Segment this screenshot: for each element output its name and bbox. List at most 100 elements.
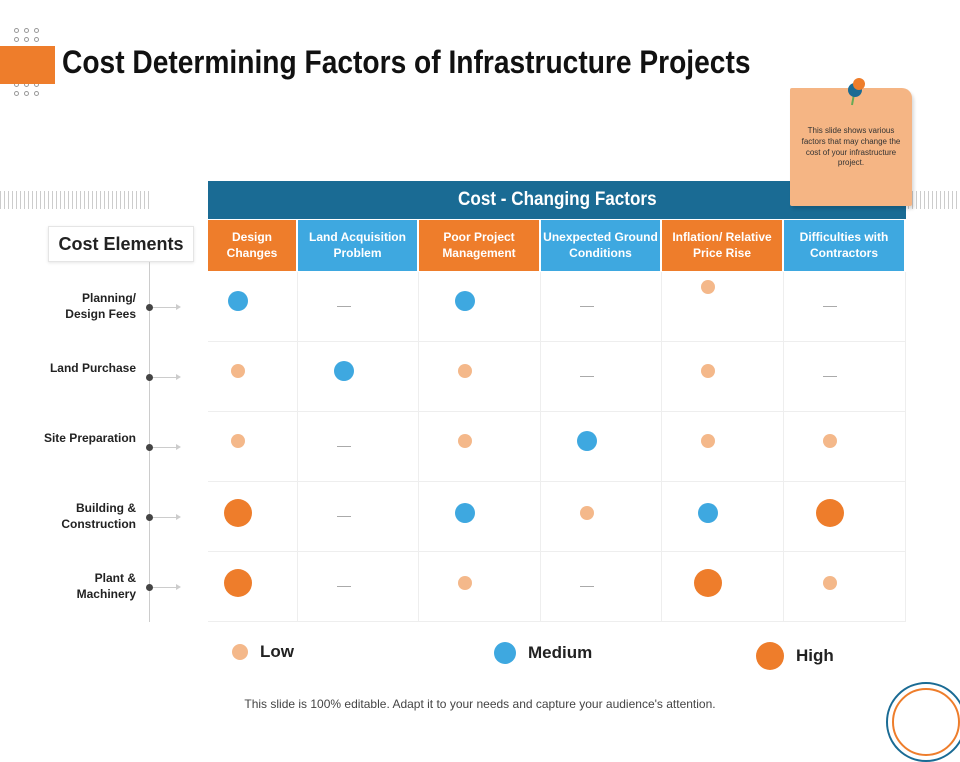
no-impact-dash bbox=[823, 376, 837, 377]
matrix-cell bbox=[784, 412, 906, 482]
high-impact-dot bbox=[694, 569, 722, 597]
no-impact-dash bbox=[336, 516, 351, 517]
title-accent-bar bbox=[0, 46, 55, 84]
low-impact-dot bbox=[823, 576, 837, 590]
high-impact-dot bbox=[816, 499, 844, 527]
row-arrow-icon bbox=[153, 374, 181, 380]
low-impact-dot bbox=[701, 364, 715, 378]
row-arrow-icon bbox=[153, 444, 181, 450]
matrix-cell bbox=[784, 552, 906, 622]
low-impact-dot bbox=[579, 506, 594, 520]
no-impact-dash bbox=[579, 586, 594, 587]
medium-impact-dot bbox=[698, 503, 718, 523]
matrix-cell bbox=[662, 342, 784, 412]
low-impact-dot bbox=[458, 434, 472, 448]
matrix-cell bbox=[298, 412, 419, 482]
legend-low-label: Low bbox=[260, 642, 294, 661]
row-arrow-icon bbox=[153, 304, 181, 310]
legend-low: Low bbox=[232, 642, 294, 662]
row-marker bbox=[146, 374, 153, 381]
matrix-cell bbox=[541, 412, 662, 482]
matrix-cell bbox=[419, 412, 541, 482]
matrix-cell bbox=[784, 342, 906, 412]
high-impact-dot bbox=[224, 499, 252, 527]
matrix-cell bbox=[662, 482, 784, 552]
row-marker bbox=[146, 444, 153, 451]
row-axis-line bbox=[149, 262, 150, 622]
matrix-cell bbox=[208, 552, 298, 622]
row-marker bbox=[146, 514, 153, 521]
matrix-cell bbox=[662, 412, 784, 482]
row-label: Site Preparation bbox=[43, 431, 136, 445]
matrix-cell bbox=[662, 272, 784, 342]
matrix-cell bbox=[419, 342, 541, 412]
column-header: Poor Project Management bbox=[419, 220, 541, 271]
row-arrow-icon bbox=[153, 584, 181, 590]
low-impact-dot bbox=[701, 434, 715, 448]
medium-impact-dot bbox=[576, 431, 597, 451]
footer-text: This slide is 100% editable. Adapt it to… bbox=[244, 697, 716, 711]
decorative-stripes-right bbox=[908, 191, 960, 209]
low-impact-dot bbox=[231, 364, 245, 378]
low-impact-dot bbox=[231, 434, 245, 448]
note-text: This slide shows various factors that ma… bbox=[801, 126, 901, 168]
low-dot-icon bbox=[232, 644, 248, 660]
matrix-cell bbox=[208, 482, 298, 552]
low-impact-dot bbox=[701, 280, 715, 294]
matrix-cell bbox=[784, 482, 906, 552]
no-impact-dash bbox=[336, 446, 351, 447]
matrix-cell bbox=[419, 482, 541, 552]
legend-high: High bbox=[756, 642, 834, 670]
row-label: Planning/ Design Fees bbox=[65, 291, 136, 322]
column-header: Land Acquisition Problem bbox=[298, 220, 419, 271]
row-marker bbox=[146, 304, 153, 311]
decorative-stripes-left bbox=[0, 191, 150, 209]
no-impact-dash bbox=[823, 306, 837, 307]
legend-high-label: High bbox=[796, 646, 834, 665]
no-impact-dash bbox=[336, 586, 351, 587]
matrix-cell bbox=[541, 482, 662, 552]
matrix-cell bbox=[662, 552, 784, 622]
row-marker bbox=[146, 584, 153, 591]
medium-impact-dot bbox=[455, 291, 475, 311]
no-impact-dash bbox=[336, 306, 351, 307]
page-title: Cost Determining Factors of Infrastructu… bbox=[62, 44, 751, 80]
sticky-note: This slide shows various factors that ma… bbox=[790, 88, 912, 206]
legend-medium-label: Medium bbox=[528, 643, 593, 662]
row-label: Plant & Machinery bbox=[76, 571, 136, 602]
cost-elements-header: Cost Elements bbox=[48, 226, 194, 262]
matrix-cell bbox=[419, 552, 541, 622]
column-header: Design Changes bbox=[208, 220, 298, 271]
matrix-cell bbox=[298, 552, 419, 622]
row-label: Land Purchase bbox=[49, 361, 136, 375]
matrix-cell bbox=[541, 342, 662, 412]
matrix-cell bbox=[208, 272, 298, 342]
matrix-cell bbox=[298, 482, 419, 552]
medium-impact-dot bbox=[333, 361, 354, 381]
cost-changing-factors-banner: Cost - Changing Factors bbox=[208, 181, 906, 219]
no-impact-dash bbox=[579, 376, 594, 377]
matrix-cell bbox=[541, 552, 662, 622]
legend-medium: Medium bbox=[494, 642, 592, 664]
matrix-cell bbox=[784, 272, 906, 342]
matrix-cell bbox=[208, 342, 298, 412]
medium-impact-dot bbox=[455, 503, 475, 523]
matrix-cell bbox=[208, 412, 298, 482]
high-impact-dot bbox=[224, 569, 252, 597]
matrix-cell bbox=[541, 272, 662, 342]
row-label: Building & Construction bbox=[61, 501, 136, 532]
no-impact-dash bbox=[579, 306, 594, 307]
matrix-cell bbox=[298, 272, 419, 342]
matrix-cell bbox=[419, 272, 541, 342]
medium-dot-icon bbox=[494, 642, 516, 664]
high-dot-icon bbox=[756, 642, 784, 670]
matrix-cell bbox=[298, 342, 419, 412]
row-arrow-icon bbox=[153, 514, 181, 520]
medium-impact-dot bbox=[228, 291, 248, 311]
low-impact-dot bbox=[458, 364, 472, 378]
decorative-circle-inner bbox=[892, 688, 960, 756]
column-header: Inflation/ Relative Price Rise bbox=[662, 220, 784, 271]
pushpin-icon bbox=[848, 78, 865, 106]
low-impact-dot bbox=[823, 434, 837, 448]
low-impact-dot bbox=[458, 576, 472, 590]
